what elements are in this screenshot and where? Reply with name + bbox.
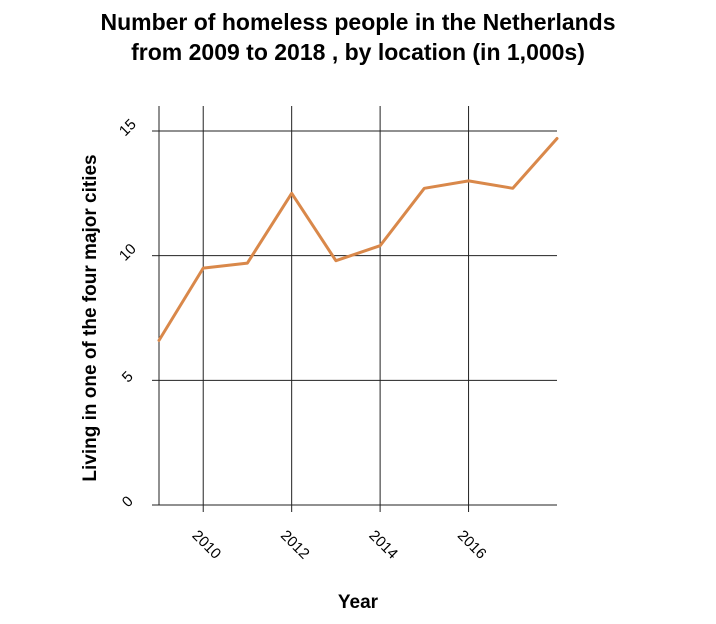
- x-tick-label: 2012: [277, 527, 313, 563]
- y-axis-title: Living in one of the four major cities: [80, 154, 101, 481]
- y-tick-label: 15: [116, 116, 140, 140]
- x-tick-label: 2016: [454, 527, 490, 563]
- series-line: [157, 137, 559, 342]
- grid-lines: [159, 106, 557, 505]
- y-tick-label: 0: [119, 493, 137, 511]
- y-tick-label: 5: [119, 368, 137, 386]
- chart-title-line-2: from 2009 to 2018 , by location (in 1,00…: [131, 39, 585, 65]
- y-tick-labels: 0 5 10 15: [116, 116, 140, 511]
- chart-title-line-1: Number of homeless people in the Netherl…: [100, 9, 615, 35]
- series-group: [157, 137, 559, 342]
- x-tick-label: 2014: [365, 527, 401, 563]
- x-tick-label: 2010: [189, 527, 225, 563]
- x-axis-title: Year: [338, 592, 379, 613]
- x-tick-labels: 2010 2012 2014 2016: [189, 527, 490, 563]
- y-tick-label: 10: [116, 241, 140, 265]
- axis-lines: [152, 106, 557, 512]
